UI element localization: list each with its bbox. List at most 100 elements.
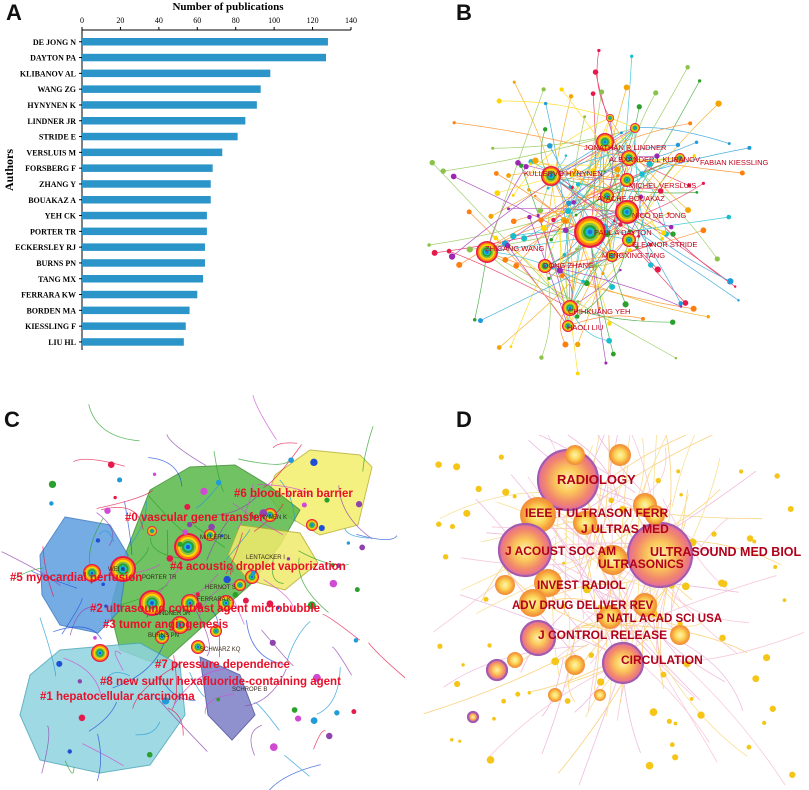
network-node (504, 243, 511, 249)
cluster-label: #8 new sulfur hexafluoride-containing ag… (100, 676, 341, 688)
network-node (502, 256, 509, 263)
network-edge (584, 549, 599, 690)
network-edge (621, 602, 641, 753)
network-node (453, 463, 461, 471)
network-node (510, 233, 517, 240)
network-node (564, 698, 571, 704)
node-label: LINDNER JR (155, 611, 191, 617)
network-node (551, 217, 556, 223)
network-node (448, 253, 456, 260)
network-edge (596, 50, 611, 119)
journal-node (519, 589, 547, 617)
network-edge (567, 624, 580, 703)
cluster-label: #5 myocardial perfusion (10, 572, 142, 584)
network-edge (362, 426, 374, 472)
network-edge (192, 605, 210, 657)
hub-node (269, 514, 271, 516)
hub-node (549, 174, 553, 178)
hub-node (611, 255, 613, 257)
bar (82, 227, 207, 236)
cluster-hull-1 (19, 642, 186, 774)
network-node (493, 235, 499, 241)
x-tick-label: 0 (80, 16, 84, 25)
network-node (330, 563, 335, 568)
network-edge (212, 611, 220, 658)
network-node (312, 673, 321, 682)
network-node (536, 213, 540, 217)
network-node (595, 527, 601, 533)
network-node (346, 541, 351, 545)
network-edge (41, 725, 50, 774)
journal-node (601, 641, 645, 685)
network-edge (566, 497, 623, 514)
bar (82, 148, 223, 157)
hub-node (603, 140, 607, 144)
network-node (67, 749, 72, 754)
network-node (182, 529, 188, 535)
network-node (334, 710, 340, 716)
network-node (551, 657, 560, 666)
network-node (307, 601, 316, 610)
network-node (746, 744, 752, 750)
network-node (604, 361, 608, 365)
bar (82, 85, 261, 93)
network-node (631, 231, 634, 234)
hub-node (311, 524, 313, 526)
node-label: ZHIGANG WANG (485, 244, 544, 253)
bar (82, 69, 271, 78)
network-node (195, 592, 200, 597)
panel-d-journal-network: RADIOLOGY IEEE T ULTRASON FERR J ULTRAS … (423, 434, 805, 786)
hub-node (186, 545, 190, 549)
network-edge (626, 103, 719, 213)
network-edge (257, 484, 314, 498)
network-edge (298, 550, 349, 566)
network-node (519, 163, 524, 168)
bar (82, 338, 184, 346)
network-node (195, 602, 203, 609)
network-edge (671, 434, 695, 507)
node-label: PORTER TR (142, 575, 177, 581)
network-node (431, 249, 438, 256)
network-node (627, 248, 632, 252)
network-node (660, 616, 664, 620)
network-node (639, 171, 645, 177)
network-node (646, 160, 653, 168)
network-node (689, 697, 694, 701)
network-node (654, 266, 661, 273)
network-node (483, 596, 489, 602)
network-node (685, 64, 690, 70)
node-label: ULTRASONICS (598, 557, 684, 571)
network-node (687, 183, 692, 188)
network-node (511, 193, 515, 197)
journal-node (609, 444, 631, 466)
network-edge (225, 529, 251, 560)
network-edge (550, 175, 633, 233)
node-label: CHIHKUANG YEH (568, 307, 630, 316)
cluster-labels: #6 blood-brain barrier #0 vascular gene … (10, 488, 353, 703)
hub-node (215, 630, 217, 632)
category-label: BOUAKAZ A (28, 196, 76, 205)
network-edge (644, 447, 667, 496)
network-node (660, 236, 665, 241)
network-node (612, 219, 616, 223)
network-node (475, 485, 482, 493)
network-node (609, 283, 616, 290)
cluster-label: #0 vascular gene transfer (125, 512, 264, 524)
network-node (152, 472, 157, 476)
network-node (502, 488, 510, 496)
network-edge (232, 502, 284, 536)
network-node (496, 98, 502, 104)
network-node (77, 679, 83, 684)
network-node (301, 502, 307, 508)
network-edge (497, 157, 681, 194)
node-label: HAOLI LIU (567, 323, 603, 332)
network-node (653, 90, 659, 96)
network-edge (569, 87, 627, 309)
network-edge (544, 265, 709, 318)
network-node (498, 454, 504, 460)
network-edge (628, 155, 695, 241)
network-edge (64, 760, 75, 774)
panel-label-c: C (4, 407, 20, 432)
network-edge (634, 127, 730, 144)
network-node (559, 273, 565, 278)
